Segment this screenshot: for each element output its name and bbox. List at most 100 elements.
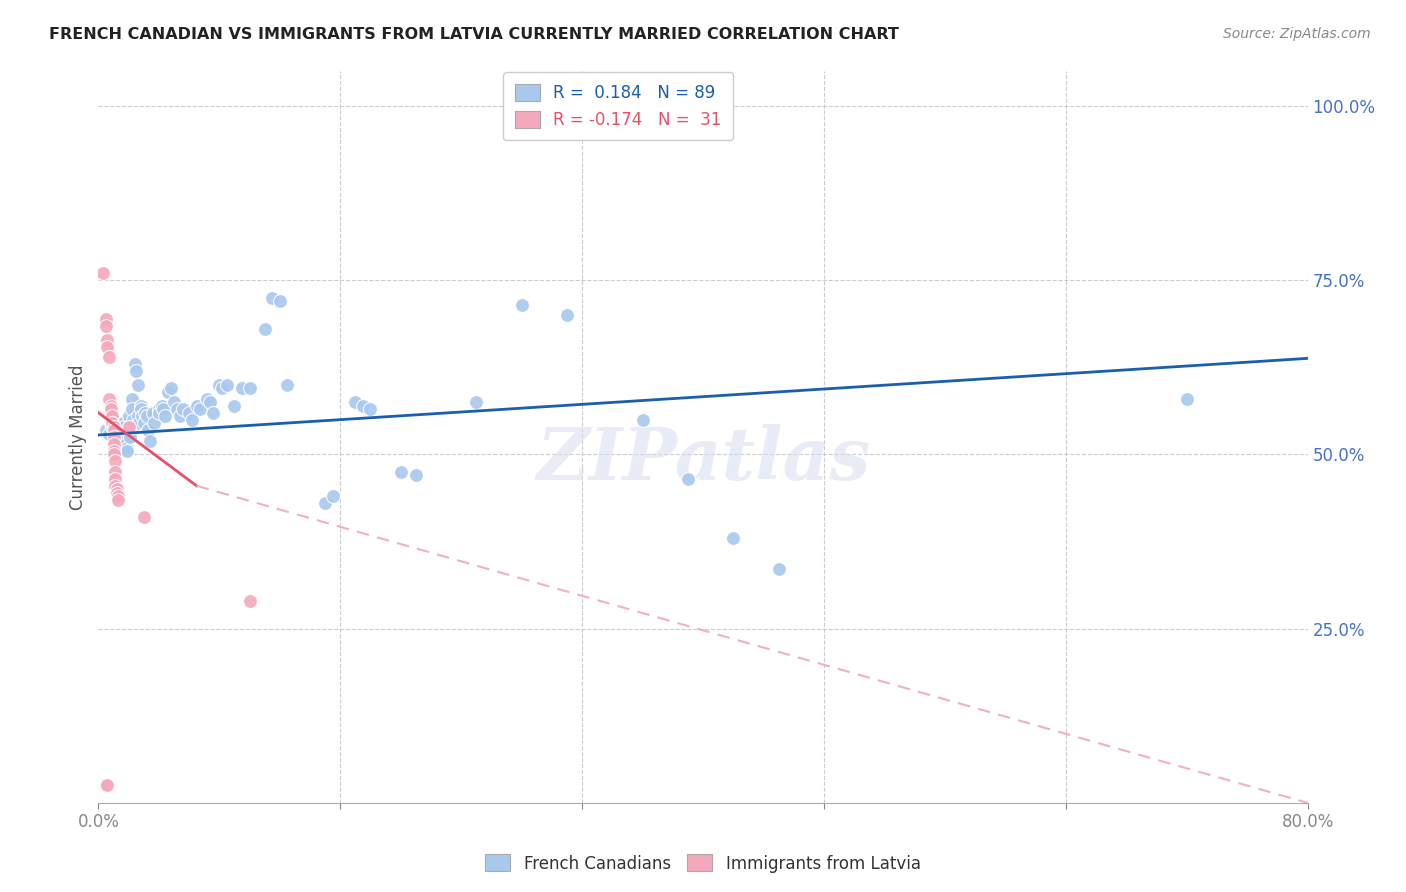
Point	[107, 426, 129, 441]
Point	[139, 434, 162, 448]
Point	[120, 430, 142, 444]
Point	[150, 399, 173, 413]
Point	[239, 594, 262, 608]
Point	[111, 416, 134, 430]
Point	[142, 406, 165, 420]
Point	[104, 423, 127, 437]
Point	[103, 448, 125, 462]
Point	[104, 465, 127, 479]
Point	[202, 406, 225, 420]
Point	[112, 426, 135, 441]
Point	[127, 377, 149, 392]
Point	[98, 350, 121, 364]
Point	[103, 412, 125, 426]
Point	[98, 426, 121, 441]
Point	[121, 402, 143, 417]
Point	[101, 419, 124, 434]
Point	[129, 402, 152, 417]
Point	[96, 333, 118, 347]
Point	[276, 377, 298, 392]
Point	[195, 392, 218, 406]
Point	[1175, 392, 1198, 406]
Point	[104, 472, 127, 486]
Point	[211, 381, 233, 395]
Point	[103, 419, 125, 434]
Point	[110, 423, 132, 437]
Point	[114, 437, 136, 451]
Point	[101, 416, 124, 430]
Point	[253, 322, 276, 336]
Point	[160, 381, 183, 395]
Point	[108, 441, 131, 455]
Point	[314, 496, 336, 510]
Point	[125, 364, 148, 378]
Point	[114, 434, 136, 448]
Point	[179, 406, 201, 420]
Point	[118, 419, 141, 434]
Point	[96, 339, 118, 353]
Point	[510, 298, 533, 312]
Point	[96, 778, 118, 792]
Point	[112, 419, 135, 434]
Point	[115, 444, 138, 458]
Point	[128, 416, 150, 430]
Point	[555, 308, 578, 322]
Point	[105, 483, 128, 497]
Point	[105, 485, 128, 500]
Point	[132, 416, 155, 430]
Point	[110, 419, 132, 434]
Point	[143, 416, 166, 430]
Point	[215, 377, 238, 392]
Point	[322, 489, 344, 503]
Point	[103, 423, 125, 437]
Point	[108, 437, 131, 451]
Point	[134, 406, 156, 420]
Point	[111, 434, 134, 448]
Point	[188, 402, 211, 417]
Point	[208, 377, 231, 392]
Point	[103, 437, 125, 451]
Point	[105, 437, 128, 451]
Point	[100, 402, 122, 417]
Point	[107, 492, 129, 507]
Point	[181, 412, 204, 426]
Y-axis label: Currently Married: Currently Married	[69, 364, 87, 510]
Point	[262, 291, 284, 305]
Point	[389, 465, 412, 479]
Point	[172, 402, 194, 417]
Point	[115, 441, 138, 455]
Point	[100, 399, 122, 413]
Point	[103, 416, 125, 430]
Point	[107, 489, 129, 503]
Point	[465, 395, 488, 409]
Point	[631, 412, 654, 426]
Point	[124, 357, 146, 371]
Point	[352, 399, 374, 413]
Point	[152, 402, 174, 417]
Point	[94, 778, 117, 792]
Point	[723, 531, 745, 545]
Point	[224, 399, 246, 413]
Point	[153, 409, 176, 424]
Point	[107, 434, 129, 448]
Point	[122, 412, 145, 426]
Point	[127, 409, 149, 424]
Point	[121, 392, 143, 406]
Text: Source: ZipAtlas.com: Source: ZipAtlas.com	[1223, 27, 1371, 41]
Text: ZIPatlas: ZIPatlas	[536, 424, 870, 494]
Point	[135, 409, 157, 424]
Point	[186, 399, 208, 413]
Point	[166, 402, 188, 417]
Point	[112, 430, 135, 444]
Point	[94, 311, 117, 326]
Point	[148, 402, 170, 417]
Point	[100, 416, 122, 430]
Point	[94, 318, 117, 333]
Point	[344, 395, 367, 409]
Point	[91, 266, 114, 280]
Legend: R =  0.184   N = 89, R = -0.174   N =  31: R = 0.184 N = 89, R = -0.174 N = 31	[503, 72, 734, 140]
Point	[676, 472, 699, 486]
Point	[94, 423, 117, 437]
Point	[163, 395, 186, 409]
Point	[122, 419, 145, 434]
